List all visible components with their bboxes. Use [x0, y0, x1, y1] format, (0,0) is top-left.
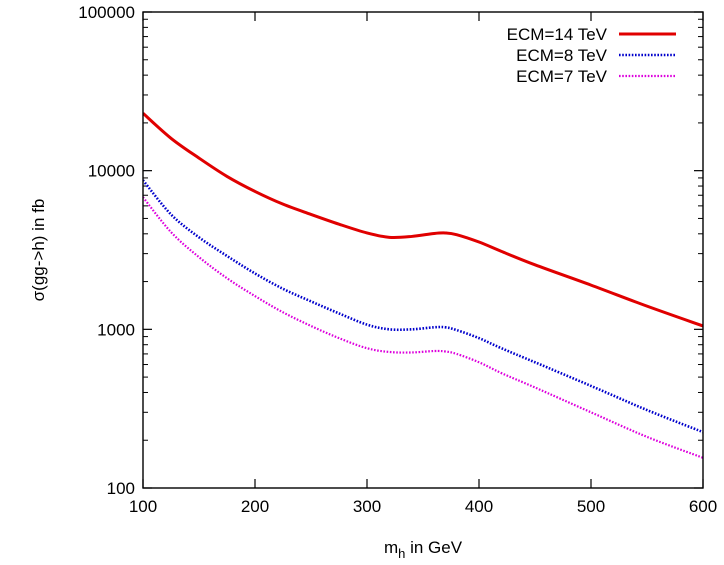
legend-label-ecm-7-tev: ECM=7 TeV	[516, 67, 608, 86]
series-line-ecm-7-tev	[143, 196, 703, 459]
y-axis-label: σ(gg->h) in fb	[29, 199, 48, 302]
plot-frame	[142, 11, 704, 489]
y-tick-label: 100	[107, 479, 135, 498]
series-lines	[143, 112, 703, 459]
x-tick-label: 400	[465, 497, 493, 516]
legend-label-ecm-8-tev: ECM=8 TeV	[516, 46, 608, 65]
tick-labels: 100 200 300 400 500 600 100 1000 10000 100000	[78, 3, 717, 516]
x-tick-label: 300	[353, 497, 381, 516]
legend-label-ecm-14-tev: ECM=14 TeV	[507, 25, 608, 44]
y-tick-label: 100000	[78, 3, 135, 22]
axis-ticks	[142, 11, 704, 489]
y-tick-label: 10000	[88, 162, 135, 181]
x-tick-label: 500	[577, 497, 605, 516]
series-line-ecm-8-tev	[143, 179, 703, 434]
x-tick-label: 600	[689, 497, 717, 516]
x-axis-label-subscript: h	[398, 546, 405, 561]
x-tick-label: 100	[129, 497, 157, 516]
y-tick-label: 1000	[97, 320, 135, 339]
x-axis-label-suffix: in GeV	[405, 538, 462, 557]
x-axis-label-main: m	[384, 538, 398, 557]
legend: ECM=14 TeV ECM=8 TeV ECM=7 TeV	[507, 25, 676, 86]
x-axis-label: mh in GeV	[384, 538, 463, 561]
series-line-ecm-14-tev	[143, 112, 703, 328]
x-tick-label: 200	[241, 497, 269, 516]
